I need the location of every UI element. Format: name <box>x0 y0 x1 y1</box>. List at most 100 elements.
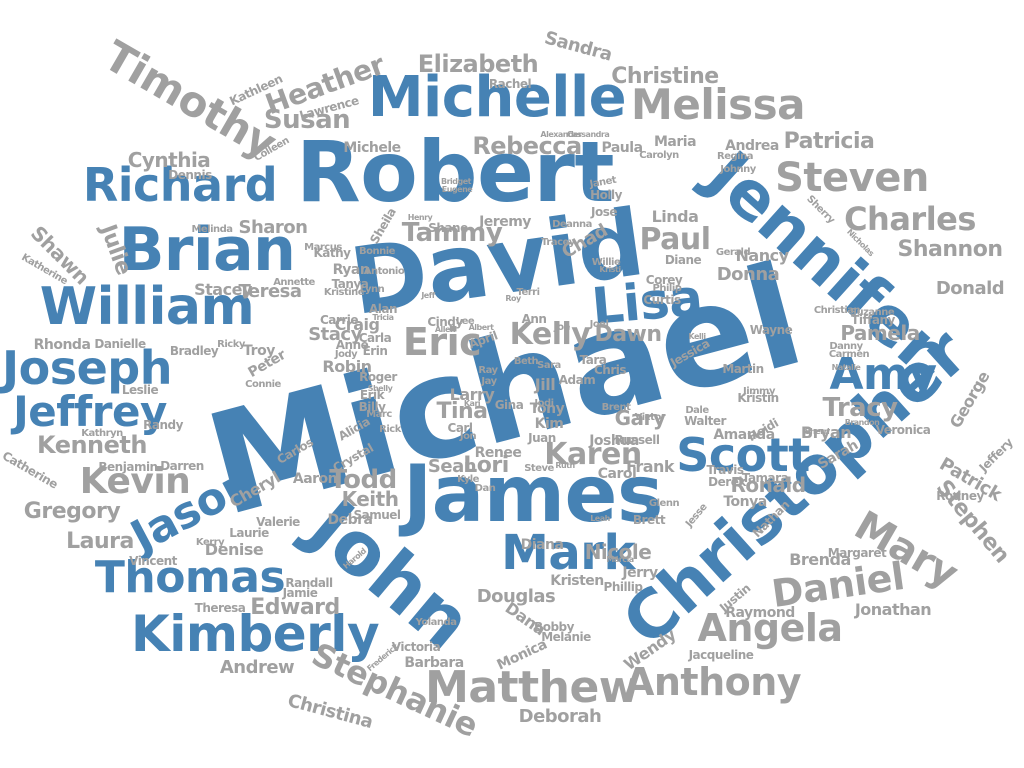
word-diana: Diana <box>520 537 564 553</box>
word-phillip: Phillip <box>603 580 643 594</box>
word-jody: Jody <box>334 349 358 360</box>
word-gary: Gary <box>614 406 666 430</box>
word-laurie: Laurie <box>229 526 269 540</box>
word-sharon: Sharon <box>238 217 308 238</box>
word-patricia: Patricia <box>783 129 875 154</box>
word-matthew: Matthew <box>425 662 639 713</box>
word-jill: Jill <box>534 375 556 394</box>
word-bridget: Bridget <box>441 177 472 186</box>
word-michele: Michele <box>343 140 401 156</box>
word-bobby: Bobby <box>534 620 574 634</box>
word-chris: Chris <box>593 363 627 377</box>
word-cassandra: Cassandra <box>566 130 610 139</box>
word-erin: Erin <box>362 344 388 358</box>
word-douglas: Douglas <box>476 586 556 607</box>
word-erik: Erik <box>359 388 385 402</box>
word-connie: Connie <box>245 379 281 390</box>
word-kelli: Kelli <box>688 332 706 341</box>
word-regina: Regina <box>717 151 753 162</box>
word-tiffany: Tiffany <box>851 313 895 327</box>
word-nancy: Nancy <box>735 246 790 265</box>
word-christine: Christine <box>611 64 719 89</box>
word-lee: Lee <box>455 316 475 327</box>
word-glenn: Glenn <box>648 498 680 509</box>
word-margaret: Margaret <box>827 546 887 560</box>
word-cynthia: Cynthia <box>127 148 211 172</box>
word-marcia: Marcia <box>606 555 634 564</box>
word-billy: Billy <box>358 400 386 414</box>
word-natalie: Natalie <box>831 363 861 372</box>
word-travis: Travis <box>706 463 744 477</box>
word-carol: Carol <box>597 466 637 482</box>
word-dan: Dan <box>474 483 496 494</box>
word-sherri: Sherri <box>804 427 830 436</box>
word-corey: Corey <box>645 273 683 287</box>
word-christian: Christian <box>813 305 861 316</box>
word-steve: Steve <box>524 463 554 474</box>
word-anthony: Anthony <box>624 660 802 704</box>
word-william: William <box>39 277 255 337</box>
word-rhonda: Rhonda <box>33 337 91 353</box>
word-rachel: Rachel <box>488 77 532 91</box>
word-kelly: Kelly <box>509 317 591 352</box>
word-cindy: Cindy <box>427 315 463 329</box>
word-rebecca: Rebecca <box>472 132 582 160</box>
word-allen: Allen <box>434 325 456 334</box>
word-rick: Rick <box>379 424 401 435</box>
word-kristine: Kristine <box>323 287 365 298</box>
word-ricky: Ricky <box>217 339 245 350</box>
word-pamela: Pamela <box>840 321 920 345</box>
word-scott: Scott <box>676 428 810 482</box>
word-dale: Dale <box>685 405 709 416</box>
word-sara: Sara <box>537 360 561 371</box>
word-ryan: Ryan <box>332 262 370 278</box>
word-holly: Holly <box>590 188 622 202</box>
word-valerie: Valerie <box>256 515 300 529</box>
word-steven: Steven <box>775 155 929 201</box>
word-victor: Victor <box>634 412 666 423</box>
word-jamie: Jamie <box>282 586 318 600</box>
word-melinda: Melinda <box>191 224 233 235</box>
word-barbara: Barbara <box>404 655 464 671</box>
word-mark: Mark <box>501 525 635 581</box>
word-jeff: Jeff <box>421 291 435 300</box>
word-dennis: Dennis <box>168 168 212 182</box>
word-ray: Ray <box>478 365 498 376</box>
word-kimberly: Kimberly <box>130 605 380 663</box>
word-roger: Roger <box>359 370 397 384</box>
word-darren: Darren <box>160 459 204 473</box>
word-danny: Danny <box>829 341 863 352</box>
word-curtis: Curtis <box>643 293 681 307</box>
word-kathy: Kathy <box>313 246 352 260</box>
word-kathryn: Kathryn <box>81 428 123 439</box>
word-charles: Charles <box>844 200 976 238</box>
word-johnny: Johnny <box>720 164 756 175</box>
word-randall: Randall <box>285 576 333 590</box>
word-albert: Albert <box>468 323 494 332</box>
word-todd: Todd <box>329 465 397 495</box>
word-jodi: Jodi <box>534 398 554 409</box>
word-tara: Tara <box>579 353 607 367</box>
word-jose: Jose <box>591 205 618 219</box>
word-jonathan: Jonathan <box>854 600 932 619</box>
word-derek: Derek <box>708 475 746 489</box>
word-andrew: Andrew <box>219 657 295 678</box>
word-paula: Paula <box>601 140 643 156</box>
word-stacey: Stacey <box>194 280 252 299</box>
word-frank: Frank <box>625 457 675 476</box>
word-tammy: Tammy <box>401 218 503 248</box>
word-jeremy: Jeremy <box>479 214 531 230</box>
word-beth: Beth <box>513 356 539 367</box>
word-carla: Carla <box>358 331 392 345</box>
word-victoria: Victoria <box>391 640 441 654</box>
word-joseph: Joseph <box>2 341 172 395</box>
word-alexander: Alexander <box>540 130 582 139</box>
word-donna: Donna <box>716 264 780 285</box>
word-joshua: Joshua <box>589 433 639 449</box>
word-philip: Philip <box>652 283 682 294</box>
word-jeffery: Jeffery <box>976 435 1016 475</box>
word-carl: Carl <box>447 421 473 435</box>
word-yolanda: Yolanda <box>415 617 457 628</box>
word-edward: Edward <box>250 595 340 620</box>
